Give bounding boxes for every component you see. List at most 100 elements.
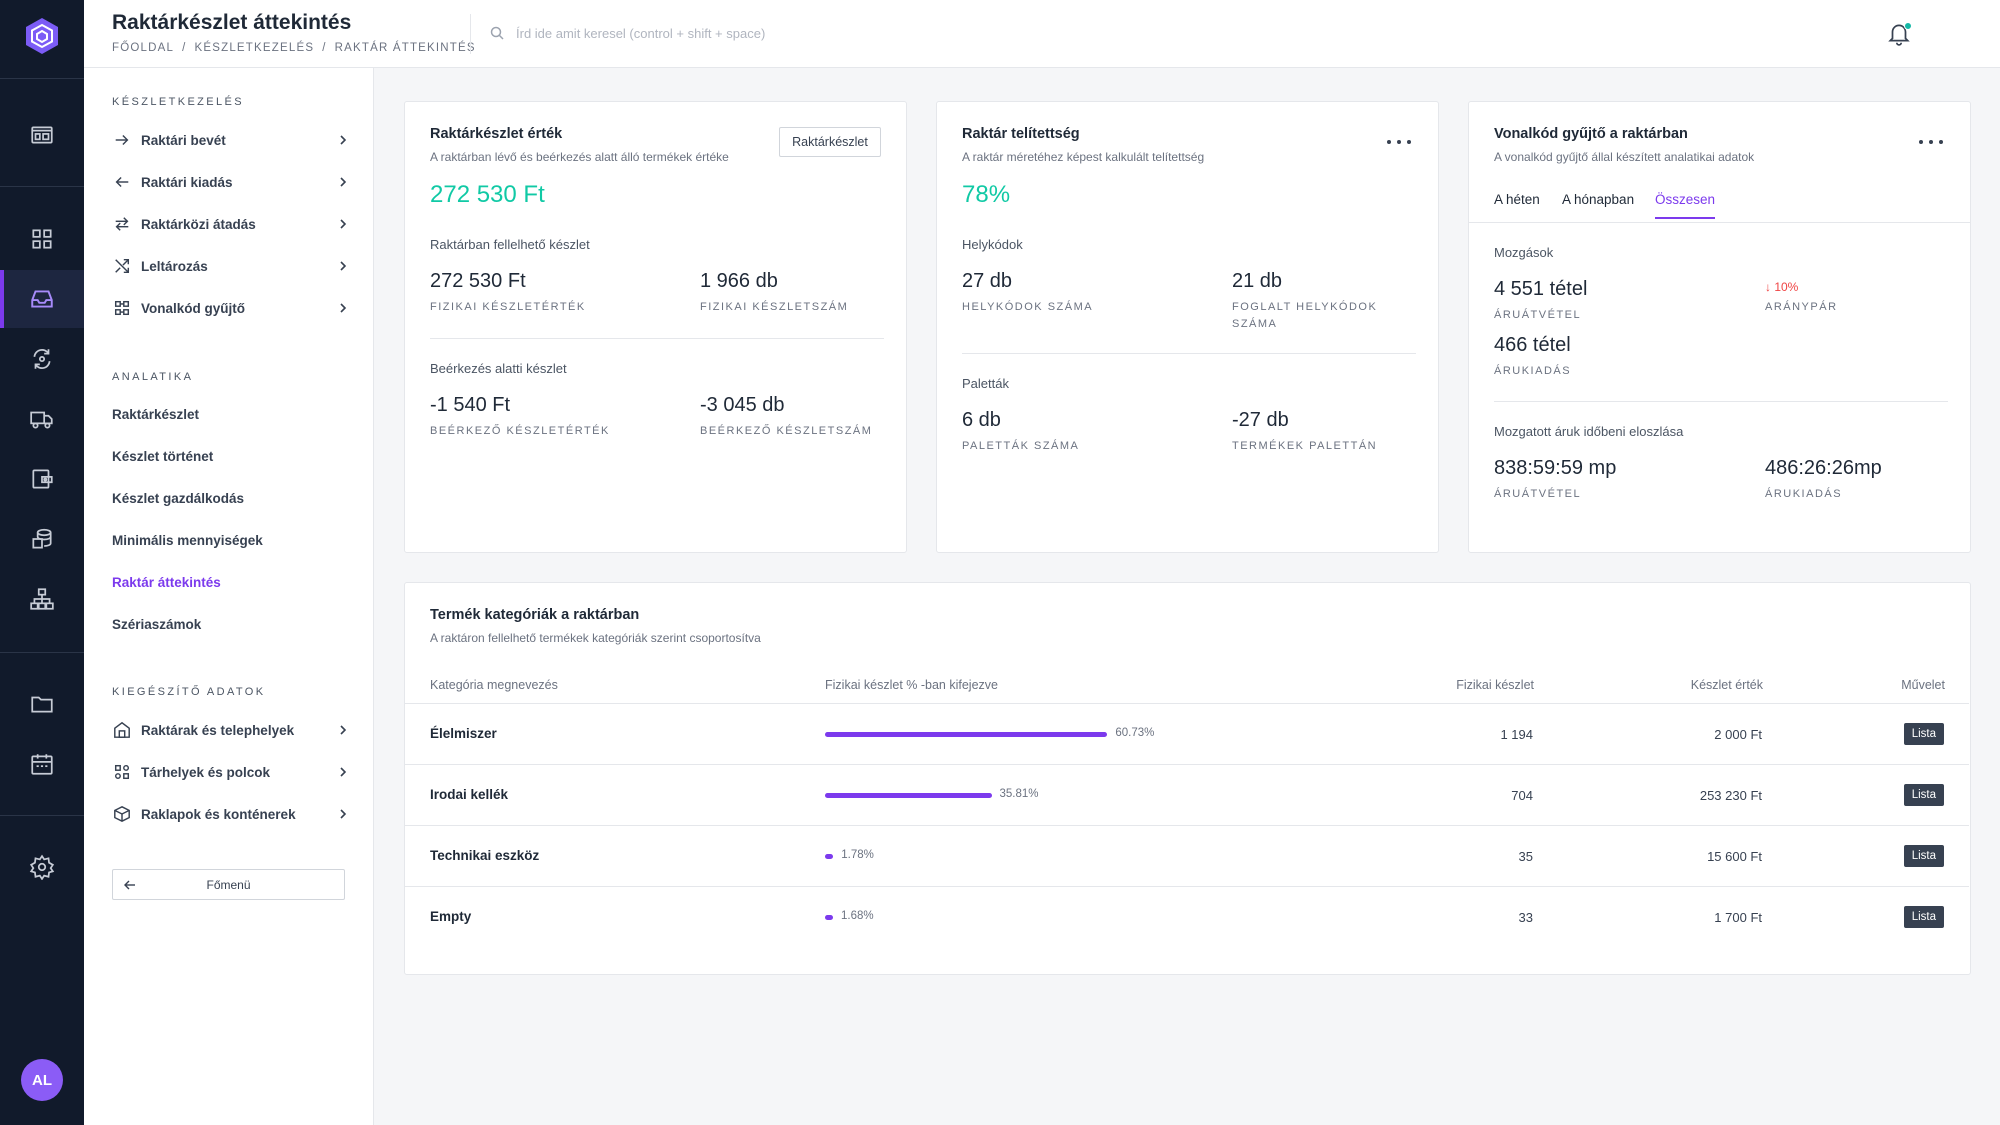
sidebar-item-label: Raktári bevét [141, 132, 226, 148]
sidebar: Készletkezelés Raktári bevét Raktári kia… [84, 68, 374, 1125]
card-title: Raktár telítettség [962, 126, 1080, 142]
sidebar-item-label: Vonalkód gyűjtő [141, 300, 245, 316]
stack-icon[interactable] [0, 510, 84, 568]
list-button[interactable]: Lista [1903, 845, 1944, 867]
barcode-card: Vonalkód gyűjtő a raktárban A vonalkód g… [1468, 101, 1971, 553]
sidebar-item-label: Leltározás [141, 258, 208, 274]
capacity-card: Raktár telítettség A raktár méretéhez ké… [936, 101, 1439, 553]
list-button[interactable]: Lista [1903, 906, 1944, 928]
breadcrumb: Főoldal / Készletkezelés / Raktár áttekintés [112, 42, 476, 54]
occupied-location-label: Foglalt helykódok száma [1232, 301, 1378, 330]
stock-value: 1 700 Ft [1714, 910, 1762, 925]
percent-label: 60.73% [1115, 727, 1155, 739]
sidebar-item-raktar-attekintes[interactable]: Raktár áttekintés [112, 575, 221, 590]
card-subtitle: A vonalkód gyűjtő állal készített analat… [1494, 150, 1755, 164]
folder-icon[interactable] [0, 675, 84, 733]
notification-dot [1904, 22, 1912, 30]
incoming-stock-count-label: Beérkező készletszám [700, 425, 873, 437]
sidebar-item-label: Raktári kiadás [141, 174, 233, 190]
table-row: Irodai kellék 35.81% 704 253 230 Ft List… [405, 764, 1969, 825]
column-header: Művelet [1901, 678, 1945, 692]
main-menu-button[interactable]: Főmenü [112, 869, 345, 900]
section-title: Készletkezelés [112, 96, 245, 108]
sync-icon[interactable] [0, 330, 84, 388]
sidebar-item-raktarak-telephelyek[interactable]: Raktárak és telephelyek [112, 715, 350, 745]
card-title: Vonalkód gyűjtő a raktárban [1494, 126, 1688, 142]
sidebar-item-tarhelyek-polcok[interactable]: Tárhelyek és polcok [112, 757, 350, 787]
breadcrumb-item[interactable]: Raktár áttekintés [334, 42, 476, 54]
percent-label: 1.68% [841, 910, 874, 922]
wallet-icon[interactable] [0, 450, 84, 508]
inbox-icon[interactable] [0, 270, 84, 328]
chevron-right-icon [340, 261, 347, 271]
trend-down-indicator: ↓ 10% [1765, 280, 1799, 294]
category-name: Empty [430, 909, 472, 924]
card-subtitle: A raktár méretéhez képest kalkulált telí… [962, 150, 1205, 164]
occupied-location-count: 21 db [1232, 270, 1283, 292]
truck-icon[interactable] [0, 390, 84, 448]
grid-icon[interactable] [0, 210, 84, 268]
sidebar-item-leltarozas[interactable]: Leltározás [112, 251, 350, 281]
sidebar-item-keszlet-gazdalkodas[interactable]: Készlet gazdálkodás [112, 491, 245, 506]
column-header: Fizikai készlet % -ban kifejezve [825, 678, 998, 692]
section-heading: Helykódok [962, 237, 1023, 252]
section-heading: Raktárban fellelhető készlet [430, 237, 590, 252]
percent-bar [825, 854, 834, 859]
receiving-time: 838:59:59 mp [1494, 457, 1617, 479]
sidebar-item-raklapok-kontenerek[interactable]: Raklapok és konténerek [112, 799, 350, 829]
sidebar-item-raktarkeszlet[interactable]: Raktárkészlet [112, 407, 200, 422]
section-heading: Mozgatott áruk időbeni eloszlása [1494, 424, 1684, 439]
sidebar-item-raktari-bevet[interactable]: Raktári bevét [112, 125, 350, 155]
chevron-right-icon [340, 809, 347, 819]
sidebar-item-label: Raktárközi átadás [141, 216, 256, 232]
top-bar: Raktárkészlet áttekintés Főoldal / Készlet… [84, 0, 2000, 68]
percent-label: 35.81% [999, 788, 1039, 800]
rail-avatar[interactable]: AL [21, 1059, 63, 1101]
sidebar-item-raktari-kiadas[interactable]: Raktári kiadás [112, 167, 350, 197]
bell-icon[interactable] [1886, 20, 1912, 46]
breadcrumb-item[interactable]: Készletkezelés [194, 42, 315, 54]
section-title: Kiegészítő adatok [112, 686, 266, 698]
chevron-right-icon [340, 767, 347, 777]
sidebar-item-minimalis-mennyisegek[interactable]: Minimális mennyiségek [112, 533, 263, 548]
scan-icon [112, 298, 132, 318]
card-title: Raktárkészlet érték [430, 126, 563, 142]
breadcrumb-item[interactable]: Főoldal [112, 42, 175, 54]
more-options-icon[interactable] [1919, 132, 1943, 152]
hierarchy-icon[interactable] [0, 570, 84, 628]
list-button[interactable]: Lista [1903, 723, 1944, 745]
card-subtitle: A raktárban lévő és beérkezés alatt álló… [430, 150, 729, 164]
settings-icon[interactable] [0, 838, 84, 896]
stock-value-card: Raktárkészlet érték A raktárban lévő és … [404, 101, 907, 553]
logo-icon[interactable] [22, 16, 62, 56]
sidebar-item-szeriaszamok[interactable]: Szériaszámok [112, 617, 202, 632]
percent-bar [825, 915, 833, 920]
issuing-items-label: Árukiadás [1494, 365, 1572, 377]
dashboard-icon[interactable] [0, 106, 84, 164]
receiving-time-label: Áruátvétel [1494, 488, 1582, 500]
stock-button[interactable]: Raktárkészlet [779, 127, 881, 157]
icon-rail: AL [0, 0, 84, 1125]
tab-this-week[interactable]: A héten [1494, 192, 1540, 207]
list-button[interactable]: Lista [1903, 784, 1944, 806]
sidebar-item-keszlet-tortenet[interactable]: Készlet történet [112, 449, 214, 464]
arrow-left-icon [124, 880, 135, 890]
tab-total[interactable]: Összesen [1655, 192, 1716, 219]
calendar-icon[interactable] [0, 735, 84, 793]
receiving-items-label: Áruátvétel [1494, 309, 1582, 321]
section-heading: Mozgások [1494, 245, 1554, 260]
sidebar-item-raktarkozi-atadas[interactable]: Raktárközi átadás [112, 209, 350, 239]
card-subtitle: A raktáron fellelhető termékek kategóriá… [430, 631, 761, 645]
shelves-icon [112, 762, 132, 782]
physical-stock-count-label: Fizikai készletszám [700, 301, 849, 313]
search-input[interactable] [516, 20, 1116, 46]
tab-this-month[interactable]: A hónapban [1562, 192, 1635, 207]
building-icon [112, 720, 132, 740]
more-options-icon[interactable] [1387, 132, 1411, 152]
physical-stock-count: 1 966 db [700, 270, 778, 292]
sidebar-item-vonalkod-gyujto[interactable]: Vonalkód gyűjtő [112, 293, 350, 323]
physical-stock-value: 272 530 Ft [430, 270, 526, 292]
pallet-count-label: Paletták száma [962, 440, 1080, 452]
receiving-items: 4 551 tétel [1494, 278, 1588, 300]
sidebar-item-label: Raklapok és konténerek [141, 806, 296, 822]
